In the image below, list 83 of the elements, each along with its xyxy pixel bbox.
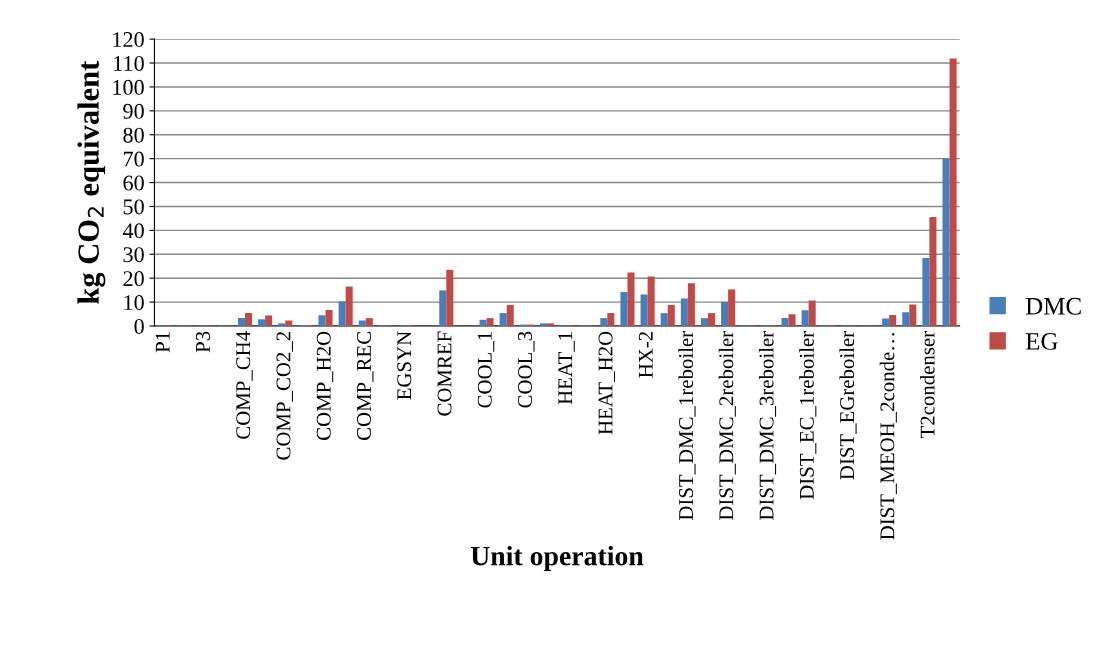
bar: [700, 318, 708, 326]
bar: [942, 158, 950, 326]
bar: [788, 314, 796, 326]
bar: [345, 286, 353, 326]
bar: [607, 313, 615, 326]
bar: [902, 312, 910, 326]
bar: [620, 292, 628, 326]
y-axis-title: kg CO$_{2}$ equivalent: [77, 60, 106, 304]
x-tick-label: COMP_CH4: [236, 331, 253, 439]
bar: [439, 290, 447, 326]
bar: [600, 318, 608, 326]
bar: [546, 323, 554, 326]
x-tick-label: HEAT_1: [558, 332, 575, 405]
bar: [728, 289, 736, 326]
legend-label: EG: [1025, 333, 1058, 350]
y-tick-label: 90: [123, 103, 144, 119]
bar: [667, 304, 675, 326]
bar: [278, 323, 286, 326]
bar: [687, 283, 695, 326]
bar: [365, 318, 373, 326]
bar: [499, 313, 507, 326]
bar: [721, 301, 729, 326]
bar: [338, 301, 346, 326]
bar: [318, 315, 326, 326]
bar: [889, 315, 897, 326]
y-tick-label: 0: [134, 318, 144, 334]
bar: [245, 313, 253, 326]
x-tick-label: P3: [195, 331, 210, 353]
bar: [882, 318, 890, 326]
bar: [801, 310, 809, 326]
y-tick-label: 30: [123, 247, 144, 263]
bar: [707, 313, 716, 326]
x-tick-label: P1: [155, 332, 170, 353]
bar: [909, 304, 917, 326]
x-tick-label: COMP_H2O: [316, 331, 334, 440]
x-tick-label: COMP_REC: [357, 332, 374, 440]
bar: [506, 304, 514, 326]
y-tick-label: 110: [114, 55, 144, 71]
bar: [325, 309, 333, 326]
bar: [640, 294, 648, 326]
bar: [647, 276, 655, 326]
bar: [265, 315, 273, 326]
y-tick-label: 10: [124, 295, 144, 311]
bar: [660, 313, 668, 326]
bar: [929, 216, 937, 326]
bar: [808, 300, 816, 326]
bar: [486, 318, 494, 326]
bar: [258, 319, 266, 326]
legend-label: DMC: [1025, 297, 1081, 315]
x-tick-label: DIST_MEOH_2conde…: [879, 333, 897, 540]
bar: [680, 298, 688, 326]
bar: [446, 269, 454, 326]
bar: [237, 318, 245, 326]
y-tick-label: 50: [123, 199, 144, 215]
y-tick-label: 100: [113, 79, 144, 95]
x-tick-label: DIST_DMC_1reboiler: [678, 331, 696, 521]
x-tick-label: COOL_1: [477, 332, 495, 408]
x-axis-title: Unit operation: [470, 545, 644, 572]
x-tick-label: COMP_CO2_2: [276, 332, 293, 460]
x-tick-label: EGSYN: [397, 331, 412, 400]
bar: [479, 319, 487, 326]
x-tick-label: DIST_DMC_3reboiler: [758, 331, 777, 521]
x-tick-label: DIST_DMC_2reboiler: [718, 331, 736, 521]
bar: [949, 58, 957, 326]
x-tick-label: DIST_EGreboiler: [839, 331, 857, 480]
x-tick-label: COMREF: [437, 331, 452, 416]
x-tick-label: COOL_3: [518, 331, 535, 408]
bar: [285, 320, 293, 326]
bar: [627, 272, 635, 326]
y-tick-label: 20: [123, 271, 144, 287]
y-tick-label: 60: [123, 175, 144, 191]
x-tick-label: HX-2: [638, 332, 653, 378]
x-tick-label: T2condenser: [919, 331, 935, 439]
x-tick-label: HEAT_H2O: [598, 331, 616, 435]
y-tick-label: 80: [123, 127, 144, 143]
y-tick-label: 120: [113, 32, 144, 48]
bar: [358, 320, 366, 326]
y-tick-label: 40: [122, 223, 144, 239]
y-tick-label: 70: [123, 151, 144, 167]
bar: [539, 323, 547, 326]
bar: [922, 258, 930, 326]
x-tick-label: DIST_EC_1reboiler: [799, 331, 817, 500]
bar: [781, 318, 789, 326]
